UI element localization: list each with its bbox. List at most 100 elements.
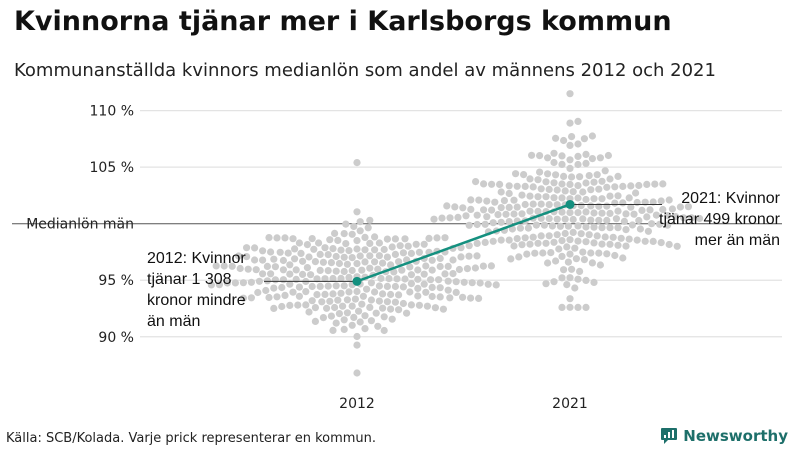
annotation-2021: 2021: Kvinnor tjänar 499 kronor mer än män bbox=[659, 190, 781, 249]
municipality-dot bbox=[380, 245, 388, 254]
newsworthy-logo-icon bbox=[661, 428, 678, 444]
municipality-dot bbox=[271, 263, 279, 271]
municipality-dot bbox=[329, 274, 337, 283]
municipality-dot bbox=[348, 302, 356, 310]
municipality-dot bbox=[228, 262, 236, 270]
municipality-dot bbox=[361, 258, 369, 266]
municipality-dot bbox=[652, 211, 661, 219]
municipality-dot bbox=[598, 240, 606, 248]
municipality-dot bbox=[379, 290, 387, 298]
municipality-dot bbox=[396, 242, 404, 250]
municipality-dot bbox=[595, 202, 603, 210]
municipality-dot bbox=[291, 245, 299, 253]
municipality-dot bbox=[505, 236, 513, 244]
municipality-dot bbox=[273, 293, 281, 301]
municipality-dot bbox=[335, 259, 343, 268]
municipality-dot bbox=[473, 239, 481, 247]
municipality-dot bbox=[265, 234, 273, 242]
municipality-dot bbox=[619, 254, 627, 262]
municipality-dot bbox=[582, 223, 590, 231]
municipality-dot bbox=[566, 209, 574, 217]
municipality-dot bbox=[537, 232, 545, 240]
municipality-dot bbox=[244, 265, 252, 273]
municipality-dot bbox=[223, 279, 231, 287]
municipality-dot bbox=[480, 180, 488, 188]
municipality-dot bbox=[353, 260, 361, 268]
municipality-dot bbox=[311, 258, 319, 266]
municipality-dot bbox=[606, 192, 614, 200]
municipality-dot bbox=[665, 240, 673, 249]
municipality-dot bbox=[496, 180, 504, 188]
municipality-dot bbox=[420, 280, 428, 288]
municipality-dot bbox=[614, 192, 622, 200]
municipality-dot bbox=[620, 217, 629, 225]
municipality-dot bbox=[247, 278, 255, 286]
municipality-dot bbox=[475, 196, 483, 204]
municipality-dot bbox=[286, 301, 294, 309]
municipality-dot bbox=[289, 288, 297, 296]
municipality-dot bbox=[467, 196, 475, 204]
municipality-dot bbox=[632, 189, 640, 197]
municipality-dot bbox=[537, 200, 545, 208]
municipality-dot bbox=[657, 239, 665, 247]
municipality-dot bbox=[444, 286, 452, 294]
x-category-label: 2021 bbox=[552, 396, 588, 412]
municipality-dot bbox=[614, 241, 622, 249]
municipality-dot bbox=[343, 309, 351, 317]
municipality-dot bbox=[564, 222, 573, 230]
municipality-dot bbox=[590, 278, 598, 286]
municipality-dot bbox=[340, 230, 348, 238]
municipality-dot bbox=[348, 230, 356, 238]
municipality-dot bbox=[356, 227, 364, 235]
municipality-dot bbox=[294, 301, 302, 309]
municipality-dot bbox=[550, 238, 558, 246]
municipality-dot bbox=[622, 226, 630, 234]
municipality-dot bbox=[542, 280, 550, 288]
municipality-dot bbox=[451, 203, 459, 211]
municipality-dot bbox=[550, 179, 558, 187]
municipality-dot bbox=[590, 209, 598, 217]
municipality-dot bbox=[540, 221, 549, 229]
municipality-dot bbox=[500, 197, 508, 205]
municipality-dot bbox=[579, 248, 587, 256]
municipality-dot bbox=[635, 216, 643, 225]
municipality-dot bbox=[235, 252, 243, 260]
municipality-dot bbox=[659, 205, 667, 214]
municipality-dot bbox=[366, 239, 374, 247]
municipality-dot bbox=[430, 215, 438, 223]
municipality-dot bbox=[603, 250, 611, 258]
municipality-dot bbox=[252, 266, 260, 274]
municipality-dot bbox=[310, 245, 318, 253]
municipality-dot bbox=[427, 276, 435, 284]
municipality-dot bbox=[515, 253, 523, 261]
municipality-dot bbox=[327, 312, 335, 320]
municipality-dot bbox=[271, 276, 279, 284]
municipality-dot bbox=[428, 283, 436, 291]
municipality-dot bbox=[488, 180, 496, 188]
municipality-dot bbox=[366, 264, 374, 272]
municipality-dot bbox=[435, 276, 443, 284]
highlight-line bbox=[356, 203, 571, 283]
municipality-dot bbox=[308, 282, 316, 291]
municipality-dot bbox=[636, 225, 645, 233]
municipality-dot bbox=[614, 224, 622, 232]
municipality-dot bbox=[412, 240, 420, 248]
municipality-dot bbox=[648, 220, 656, 228]
municipality-dot bbox=[484, 280, 492, 288]
municipality-dot bbox=[399, 249, 407, 257]
municipality-dot bbox=[407, 249, 415, 257]
municipality-dot bbox=[326, 236, 334, 244]
municipality-dot bbox=[481, 238, 489, 246]
municipality-dot bbox=[332, 252, 340, 261]
municipality-dot bbox=[622, 210, 630, 218]
municipality-dot bbox=[553, 215, 561, 223]
municipality-dot bbox=[566, 236, 574, 244]
municipality-dot bbox=[345, 247, 353, 255]
municipality-dot bbox=[606, 175, 614, 183]
municipality-dot bbox=[303, 241, 311, 249]
municipality-dot bbox=[582, 208, 590, 216]
municipality-dot bbox=[558, 252, 566, 260]
municipality-dot bbox=[353, 369, 361, 377]
municipality-dot bbox=[243, 253, 251, 261]
municipality-dot bbox=[588, 132, 597, 140]
